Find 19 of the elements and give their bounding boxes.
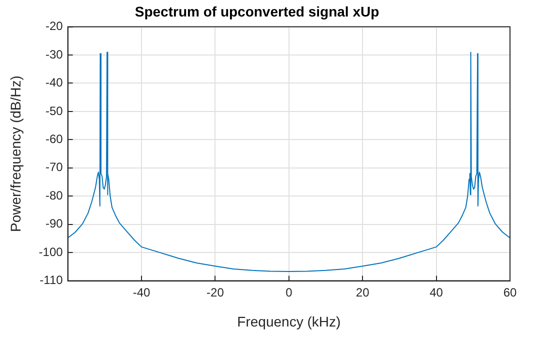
y-axis-title: Power/frequency (dB/Hz) (7, 76, 24, 232)
y-tick-label: -110 (40, 273, 64, 288)
y-tick-label: -40 (45, 76, 64, 90)
y-tick-label: -90 (45, 216, 64, 231)
y-tick-label: -50 (45, 104, 64, 118)
y-tick-label: -100 (38, 244, 64, 259)
x-tick-label: 40 (430, 285, 444, 300)
x-tick-label: -20 (206, 285, 224, 300)
chart-title: Spectrum of upconverted signal xUp (134, 3, 380, 20)
x-tick-label: 0 (286, 285, 293, 300)
x-tick-label: -40 (132, 285, 151, 300)
x-tick-label: 20 (356, 285, 370, 300)
x-tick-label: 60 (503, 285, 517, 300)
y-tick-label: -30 (45, 47, 64, 62)
y-tick-label: -60 (45, 132, 64, 146)
x-axis-title: Frequency (kHz) (237, 313, 341, 330)
y-tick-label: -80 (45, 188, 64, 202)
y-tick-label: -70 (45, 160, 64, 174)
y-tick-label: -20 (45, 19, 64, 34)
